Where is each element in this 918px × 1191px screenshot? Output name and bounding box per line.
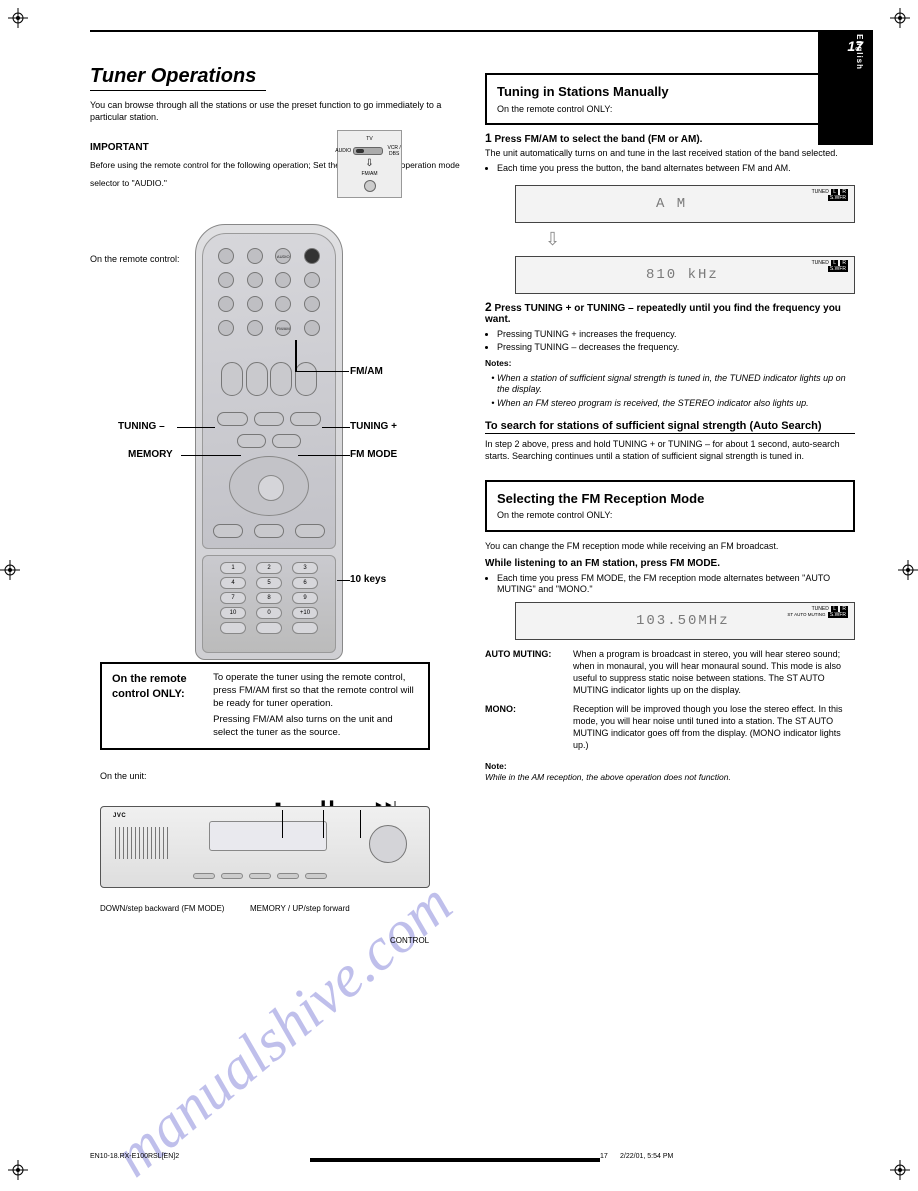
registration-mark <box>890 8 910 28</box>
intro-text: You can browse through all the stations … <box>90 99 470 123</box>
box-left-label: On the remote control ONLY: <box>112 672 205 702</box>
fmrec-bullet: Each time you press FM MODE, the FM rece… <box>497 573 855 596</box>
mono-label: MONO: <box>485 703 567 752</box>
section-box-fmmode: Selecting the FM Reception Mode On the r… <box>485 480 855 532</box>
fmrec-step: While listening to an FM station, press … <box>485 558 855 569</box>
step-num-2: 2 <box>485 300 492 314</box>
lcd3-text: 103.50MHz <box>636 613 730 629</box>
section-title-tuning: Tuning in Stations Manually <box>497 83 843 101</box>
lcd1-text: A M <box>656 196 687 212</box>
autosearch-body: In step 2 above, press and hold TUNING +… <box>485 438 855 462</box>
lcd-display-3: 103.50MHz TUNED L R ST AUTO MUTING S.WFR <box>515 602 855 640</box>
note-2: When an FM stereo program is received, t… <box>497 398 809 408</box>
step-bullet-1: Each time you press the button, the band… <box>497 163 855 175</box>
section-title-fmmode: Selecting the FM Reception Mode <box>497 490 843 508</box>
lcd-display-2: 810 kHz TUNED L R S.WFR <box>515 256 855 294</box>
page-title: Tuner Operations <box>90 65 266 91</box>
registration-mark <box>8 8 28 28</box>
lcd1-tuned: TUNED <box>812 189 829 195</box>
language-label: English <box>855 34 864 70</box>
note-1: When a station of sufficient signal stre… <box>497 373 846 395</box>
registration-mark <box>898 560 918 580</box>
callout-tuning-minus: TUNING – <box>118 421 165 432</box>
mode-fmam-button <box>364 180 376 192</box>
box-right-text1: To operate the tuner using the remote co… <box>213 672 418 710</box>
on-unit-label: On the unit: <box>100 770 147 782</box>
box-right-text2: Pressing FM/AM also turns on the unit an… <box>213 714 418 740</box>
callout-fmmode: FM MODE <box>350 449 397 460</box>
unit-brand: JVC <box>113 813 126 819</box>
step-body-1: The unit automatically turns on and tune… <box>485 147 855 159</box>
registration-mark <box>0 560 20 580</box>
registration-mark <box>890 1160 910 1180</box>
automuting-label: AUTO MUTING: <box>485 648 567 697</box>
lcd3-swfr: S.WFR <box>828 612 848 618</box>
callout-control: CONTROL <box>390 936 429 945</box>
arrow-down-icon: ⇩ <box>365 160 373 168</box>
note2-label: Note: <box>485 761 507 771</box>
footer-bar <box>310 1158 600 1162</box>
callout-tuning-plus: TUNING + <box>350 421 397 432</box>
fmrec-intro: You can change the FM reception mode whi… <box>485 540 855 552</box>
main-unit-illustration: JVC <box>100 806 430 888</box>
lcd-display-1: A M TUNED L R S.WFR <box>515 185 855 223</box>
note2-text: While in the AM reception, the above ope… <box>485 772 731 782</box>
header-rule <box>90 30 853 32</box>
lcd3-stauto: ST AUTO MUTING <box>787 612 825 617</box>
callout-fmam: FM/AM <box>350 366 383 377</box>
lcd2-swfr: S.WFR <box>828 266 848 272</box>
section-sub: On the remote control ONLY: <box>497 103 843 115</box>
step-num-1: 1 <box>485 131 492 145</box>
step2-bullet2: Pressing TUNING – decreases the frequenc… <box>497 342 855 354</box>
autosearch-heading: To search for stations of sufficient sig… <box>485 420 855 434</box>
important-body: Before using the remote control for the … <box>90 160 460 188</box>
remote-only-note-box: On the remote control ONLY: To operate t… <box>100 662 430 750</box>
step-title-1: Press FM/AM to select the band (FM or AM… <box>494 134 702 145</box>
lcd2-tuned: TUNED <box>812 260 829 266</box>
mode-vcr-label: VCR / DBS <box>385 145 404 157</box>
mode-fmam-label: FM/AM <box>361 171 377 177</box>
notes-label: Notes: <box>485 358 511 368</box>
callout-memup: MEMORY / UP/step forward <box>250 904 400 913</box>
callout-memory: MEMORY <box>128 449 173 460</box>
remote-control-illustration: AUDIO FM/AM 123 456 <box>195 224 343 660</box>
important-label: IMPORTANT <box>90 142 149 153</box>
lcd2-text: 810 kHz <box>646 267 719 283</box>
lcd1-swfr: S.WFR <box>828 195 848 201</box>
mode-slider <box>353 147 382 155</box>
mode-selector-inset: TV AUDIO VCR / DBS ⇩ FM/AM <box>337 130 402 198</box>
automuting-text: When a program is broadcast in stereo, y… <box>573 648 855 697</box>
arrow-down-icon: ⇩ <box>545 229 855 250</box>
mono-text: Reception will be improved though you lo… <box>573 703 855 752</box>
mode-audio-label: AUDIO <box>335 148 351 154</box>
watermark: manualshive.com <box>100 869 465 1191</box>
mode-tv-label: TV <box>366 136 372 142</box>
section-sub2: On the remote control ONLY: <box>497 509 843 521</box>
footer-timestamp: 2/22/01, 5:54 PM <box>620 1153 673 1160</box>
step-title-2: Press TUNING + or TUNING – repeatedly un… <box>485 303 841 325</box>
registration-mark <box>8 1160 28 1180</box>
callout-downstep: DOWN/step backward (FM MODE) <box>100 904 230 913</box>
section-box-tuning: Tuning in Stations Manually On the remot… <box>485 73 855 125</box>
step2-bullet1: Pressing TUNING + increases the frequenc… <box>497 329 855 341</box>
callout-tenkeys: 10 keys <box>350 574 386 585</box>
